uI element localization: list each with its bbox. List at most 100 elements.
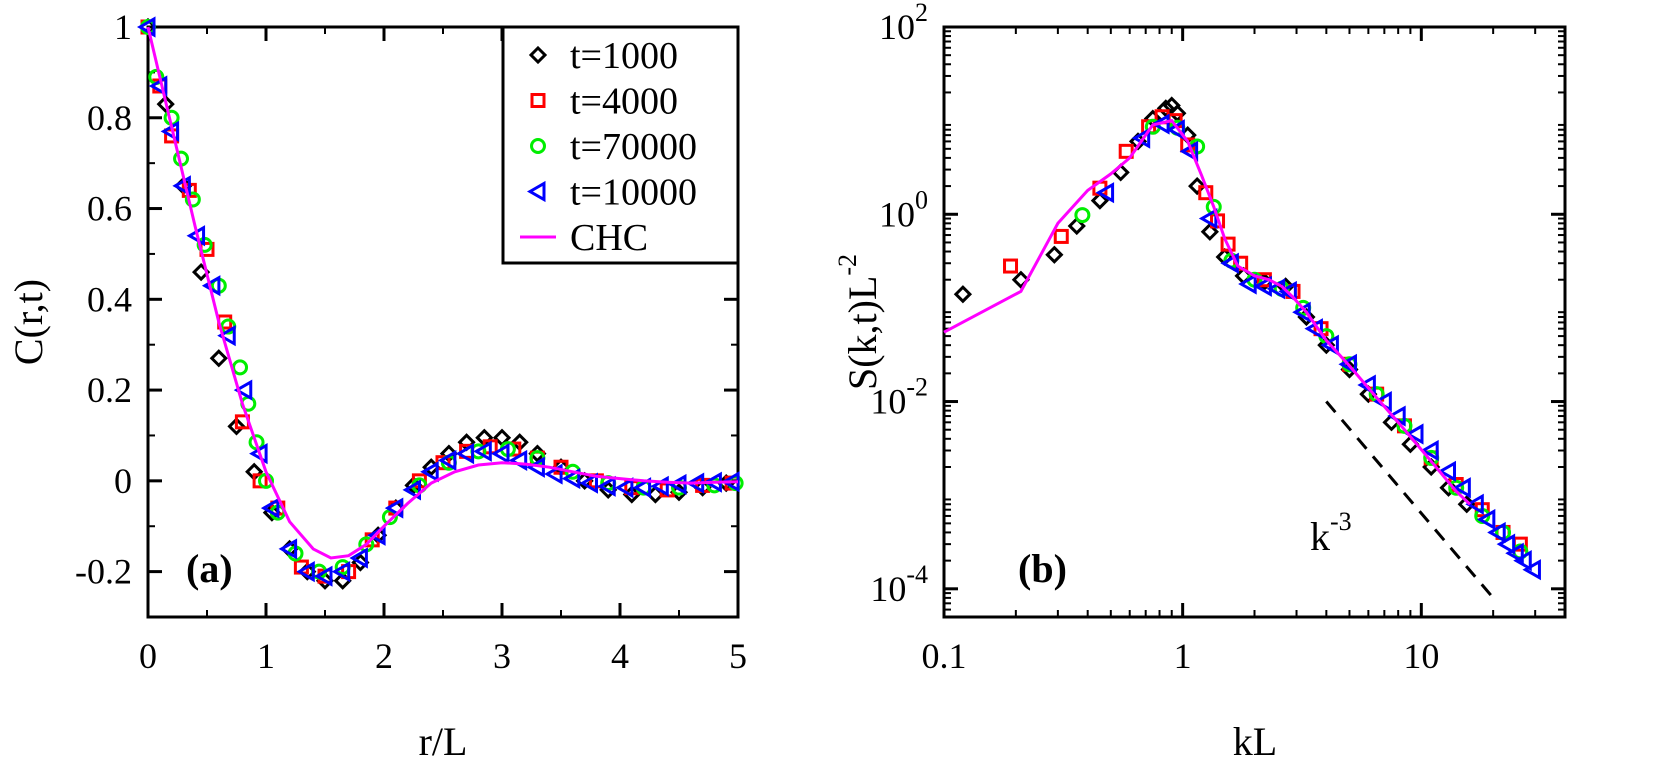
data-point [1011,270,1031,289]
x-axis-label-b: kL [1233,719,1277,761]
data-point [331,561,351,583]
legend-swatch [528,45,548,65]
y-tick-label: 0 [114,461,132,501]
x-tick-label: 5 [729,636,747,676]
data-point [1522,559,1541,581]
panel-b: 0.1 1 10 10-4 10-2 100 102 k-3 kL S(k,t)L-2 (… [833,0,1567,761]
data-point [490,443,510,465]
data-point [1156,99,1175,118]
data-point [1338,353,1357,375]
data-point [156,95,175,114]
data-point [313,565,333,587]
data-point [1487,521,1506,544]
data-point [296,561,315,583]
chc-curve [943,118,1472,506]
data-point [1238,273,1257,295]
series-chc [943,118,1472,506]
slope-annotation: k-3 [1310,507,1352,559]
legend-item-t-1000: t=1000 [528,35,678,77]
x-tick-labels-b: 0.1 1 10 [922,636,1440,676]
tick-marks-b [942,25,1565,617]
x-tick-label: 2 [375,636,393,676]
data-point [1253,275,1272,297]
data-point [1074,207,1091,224]
legend-swatch [526,180,546,203]
panel-label-b: (b) [1018,546,1067,591]
data-point [473,440,492,462]
panel-a: 0 1 2 3 4 5 -0.2 0 0.2 0.4 0.6 0.8 1 r/L C(r,t) (a)… [6,7,747,761]
data-point [1505,542,1524,564]
data-point [233,379,253,401]
x-tick-label: 1 [1174,636,1192,676]
y-tick-label: 0.8 [87,98,132,138]
data-point [1496,533,1516,555]
series-a [136,16,744,590]
data-point [1111,163,1130,182]
data-point [278,538,298,560]
y-tick-label: 0.2 [87,370,132,410]
x-tick-label: 3 [493,636,511,676]
plot-frame-b [942,25,1567,619]
data-point [227,417,246,436]
series-chc [146,26,739,560]
data-point [172,175,191,197]
data-point [184,191,201,208]
data-point [1452,477,1471,499]
data-point [632,477,652,499]
data-point [1465,493,1484,515]
data-point [1513,550,1532,572]
x-tick-labels-a: 0 1 2 3 4 5 [139,636,747,676]
legend-item-t-70000: t=70000 [530,126,697,168]
data-point [579,472,598,494]
series-b [943,96,1541,581]
y-tick-label: 1 [114,7,132,47]
data-point [1220,236,1236,252]
data-point [136,16,156,38]
y-tick-label: 102 [879,0,928,47]
series-t-4000 [1003,109,1528,552]
data-point [1067,216,1086,236]
data-point [252,473,268,489]
series-t-1000 [953,96,1476,514]
k-3-guide-line [1325,400,1495,599]
data-point [1278,280,1297,303]
data-point [1437,460,1457,482]
data-point [148,75,168,97]
data-point [232,359,249,376]
data-point [1317,336,1336,355]
data-point [260,497,280,519]
data-point [1448,479,1465,496]
data-point [597,475,616,497]
y-axis-label-b: S(k,t)L-2 [833,254,885,390]
data-point [544,463,563,485]
y-tick-label: 100 [879,185,928,234]
data-point [209,349,228,368]
legend-label: t=1000 [570,35,678,77]
x-tick-label: 0.1 [922,636,967,676]
data-point [420,461,439,483]
data-point [1151,113,1170,135]
data-point [217,325,236,347]
x-tick-label: 4 [611,636,629,676]
y-tick-label: 0.4 [87,279,132,319]
chc-curve [146,26,739,560]
data-point [561,467,581,490]
data-point [721,471,740,493]
data-point [1320,334,1339,356]
x-axis-label-a: r/L [419,719,468,761]
legend-item-t-10000: t=10000 [526,172,697,214]
data-point [1003,258,1019,274]
data-point [437,449,457,472]
data-point [1188,176,1207,196]
y-tick-label: -0.2 [75,552,132,592]
legend-label: t=70000 [570,126,697,168]
legend-item-t-4000: t=4000 [530,81,678,123]
legend-item-chc: CHC [520,217,648,259]
data-point [455,443,475,465]
y-tick-label: 10-4 [870,560,928,609]
data-point [1198,207,1218,230]
data-point [349,547,368,569]
legend-swatch [530,93,546,108]
y-axis-label-a: C(r,t) [6,279,51,365]
